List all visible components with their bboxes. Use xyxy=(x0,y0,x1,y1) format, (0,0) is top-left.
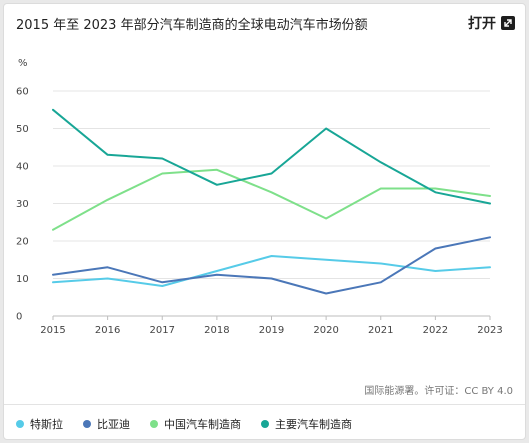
source-note: 国际能源署。许可证：CC BY 4.0 xyxy=(364,386,513,397)
series-line-2[interactable] xyxy=(52,168,491,231)
chart-title: 2015 年至 2023 年部分汽车制造商的全球电动汽车市场份额 xyxy=(16,18,368,33)
legend-swatch xyxy=(83,420,91,428)
y-tick-label: 30 xyxy=(16,199,29,210)
y-axis-unit-label: % xyxy=(18,58,28,69)
legend-divider xyxy=(4,404,525,405)
y-tick-label: 60 xyxy=(16,87,29,98)
legend-label: 比亚迪 xyxy=(97,418,130,431)
open-button[interactable]: 打开 xyxy=(468,13,515,33)
legend-item-2[interactable]: 中国汽车制造商 xyxy=(150,416,241,432)
open-button-label: 打开 xyxy=(468,16,496,32)
x-tick-label: 2023 xyxy=(477,325,502,336)
series-line-1[interactable] xyxy=(52,236,491,295)
legend-swatch xyxy=(261,420,269,428)
y-tick-label: 0 xyxy=(16,312,22,323)
x-tick-label: 2020 xyxy=(313,325,338,336)
chart-legend: 特斯拉 比亚迪 中国汽车制造商 主要汽车制造商 xyxy=(16,416,352,432)
x-tick-label: 2018 xyxy=(204,325,229,336)
chart-card: 2015 年至 2023 年部分汽车制造商的全球电动汽车市场份额 打开 % 0 10… xyxy=(3,3,526,440)
legend-swatch xyxy=(150,420,158,428)
x-tick-label: 2016 xyxy=(95,325,120,336)
y-tick-label: 20 xyxy=(16,237,29,248)
expand-arrow-icon xyxy=(501,16,515,30)
x-tick-label: 2022 xyxy=(423,325,448,336)
series-line-3[interactable] xyxy=(52,108,491,205)
series-line-0[interactable] xyxy=(52,255,491,287)
y-tick-label: 40 xyxy=(16,162,29,173)
legend-item-3[interactable]: 主要汽车制造商 xyxy=(261,416,352,432)
x-tick-label: 2015 xyxy=(40,325,65,336)
legend-swatch xyxy=(16,420,24,428)
legend-item-0[interactable]: 特斯拉 xyxy=(16,416,63,432)
legend-item-1[interactable]: 比亚迪 xyxy=(83,416,130,432)
line-chart: % 0 10 20 30 40 50 60 2015 2016 2017 2018 2019 2020 20… xyxy=(16,58,503,336)
x-tick-label: 2021 xyxy=(368,325,393,336)
legend-label: 主要汽车制造商 xyxy=(275,418,352,431)
x-tick-label: 2019 xyxy=(259,325,284,336)
x-tick-label: 2017 xyxy=(150,325,175,336)
legend-label: 中国汽车制造商 xyxy=(164,418,241,431)
y-tick-label: 50 xyxy=(16,124,29,135)
y-tick-label: 10 xyxy=(16,274,29,285)
legend-label: 特斯拉 xyxy=(30,418,63,431)
